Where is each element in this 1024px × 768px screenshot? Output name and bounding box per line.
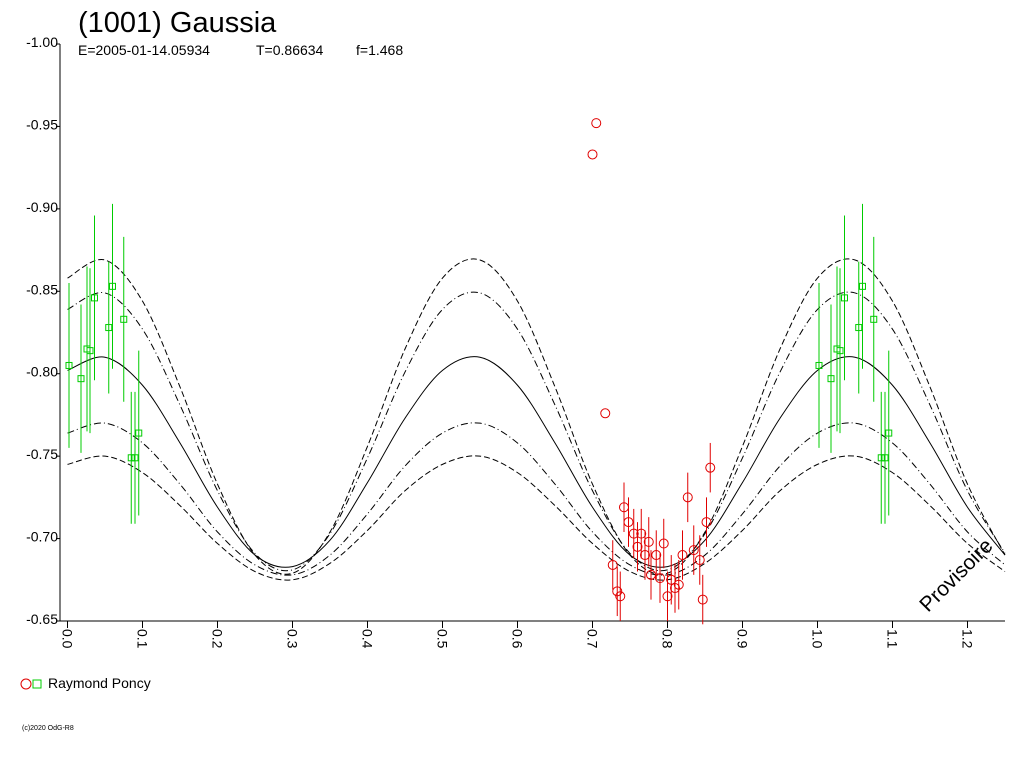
legend-label: Raymond Poncy: [48, 675, 151, 691]
x-tick-label: 1.2: [960, 629, 976, 649]
data-point: [662, 591, 673, 602]
y-tick-label: -0.75: [26, 446, 58, 462]
data-point: [841, 294, 848, 302]
x-tick-label: 0.9: [735, 629, 751, 649]
data-point: [705, 462, 716, 473]
x-tick-label: 1.0: [810, 629, 826, 649]
x-tick-label: 0.1: [135, 629, 151, 649]
data-point: [91, 294, 98, 302]
data-point: [655, 573, 665, 584]
data-point: [646, 569, 656, 580]
subtitle-frequency: f=1.468: [356, 42, 403, 58]
data-point: [697, 594, 708, 605]
data-point: [643, 536, 654, 547]
x-tick-label: 0.5: [435, 629, 451, 649]
y-tick-label: -0.90: [26, 199, 58, 215]
y-tick-label: -1.00: [26, 34, 58, 50]
x-tick-label: 0.2: [210, 629, 226, 649]
data-point: [836, 347, 844, 355]
chart-title: (1001) Gaussia: [78, 7, 277, 39]
x-tick-label: 0.8: [660, 629, 676, 649]
subtitle-period: T=0.86634: [256, 42, 324, 58]
data-point: [612, 586, 623, 597]
x-tick-label: 0.0: [60, 629, 76, 649]
data-point: [636, 528, 647, 539]
data-point: [640, 550, 650, 561]
data-point: [885, 429, 893, 437]
y-tick-label: -0.70: [26, 529, 58, 545]
data-point: [666, 574, 677, 585]
data-point: [815, 361, 823, 369]
data-point: [651, 550, 662, 561]
x-tick-label: 0.6: [510, 629, 526, 649]
data-point: [677, 550, 688, 561]
model-curve: [67, 356, 1006, 568]
data-point: [632, 541, 643, 552]
data-point: [135, 429, 143, 437]
data-point: [670, 583, 680, 594]
data-point: [881, 454, 889, 462]
data-point: [615, 591, 626, 602]
data-point: [827, 375, 835, 383]
data-point: [673, 579, 684, 590]
data-point: [688, 545, 699, 556]
model-curve: [67, 258, 1006, 575]
x-tick-label: 0.4: [360, 629, 376, 649]
data-point: [77, 375, 85, 383]
data-point: [877, 454, 885, 462]
data-point: [859, 282, 866, 290]
data-point: [623, 517, 634, 528]
data-point: [65, 361, 73, 369]
data-point: [131, 454, 139, 462]
subtitle-epoch: E=2005-01-14.05934: [78, 42, 210, 58]
data-point: [600, 408, 611, 419]
data-point: [105, 324, 113, 332]
data-point: [120, 315, 128, 323]
data-point: [127, 454, 135, 462]
y-tick-label: -0.85: [26, 281, 58, 297]
data-point: [694, 555, 705, 566]
data-point: [701, 517, 712, 528]
data-point: [855, 324, 863, 332]
data-point: [682, 492, 693, 503]
data-point: [607, 559, 618, 570]
legend-square: [32, 679, 42, 689]
data-point: [591, 118, 602, 129]
data-point: [628, 528, 639, 539]
data-point: [587, 149, 598, 160]
x-tick-label: 0.7: [585, 629, 601, 649]
data-point: [86, 347, 94, 355]
model-curve: [67, 455, 1006, 581]
x-tick-label: 0.3: [285, 629, 301, 649]
data-point: [870, 315, 878, 323]
model-curve: [67, 422, 1006, 576]
y-tick-label: -0.95: [26, 116, 58, 132]
data-point: [109, 282, 116, 290]
y-tick-label: -0.80: [26, 364, 58, 380]
data-point: [658, 538, 669, 549]
legend-circle: [20, 678, 32, 690]
y-tick-label: -0.65: [26, 611, 58, 627]
x-tick-label: 1.1: [885, 629, 901, 649]
footer: (c)2020 OdG-R8: [22, 725, 74, 732]
model-curve: [67, 291, 1006, 572]
